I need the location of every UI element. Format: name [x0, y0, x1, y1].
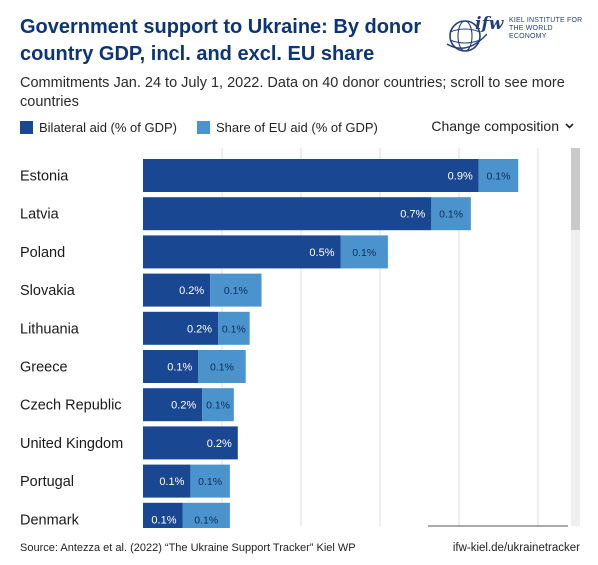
dropdown-label: Change composition: [431, 118, 559, 134]
category-label: Portugal: [20, 474, 74, 490]
globe-icon: [447, 20, 487, 52]
legend-label-bilateral: Bilateral aid (% of GDP): [39, 120, 177, 135]
bar-bilateral: [143, 502, 183, 528]
bar-value-label-eu: 0.1%: [210, 362, 234, 374]
bar-eu: [218, 311, 250, 345]
category-label: Lithuania: [20, 321, 80, 337]
bar-value-label-bilateral: 0.5%: [309, 247, 334, 259]
bar-bilateral: [143, 388, 203, 422]
bar-eu: [478, 159, 519, 192]
bar-value-label-bilateral: 0.2%: [207, 438, 232, 450]
bar-eu: [202, 388, 234, 422]
bar-eu: [210, 273, 262, 307]
bar-value-label-eu: 0.1%: [487, 171, 511, 183]
chart-title: Government support to Ukraine: By donor …: [20, 16, 422, 65]
bar-value-label-bilateral: 0.1%: [151, 514, 176, 526]
bar-bilateral: [143, 197, 432, 231]
legend-item-eu: Share of EU aid (% of GDP): [197, 120, 378, 135]
legend-swatch-eu: [197, 121, 210, 134]
bar-bilateral: [143, 426, 238, 460]
category-label: Slovakia: [20, 283, 76, 299]
legend-label-eu: Share of EU aid (% of GDP): [216, 120, 378, 135]
category-label: Denmark: [20, 512, 80, 528]
bar-eu: [182, 502, 230, 528]
bar-value-label-eu: 0.1%: [439, 209, 463, 221]
bar-value-label-eu: 0.1%: [222, 323, 246, 335]
ifw-logo: ifw KIEL INSTITUTE FOR THE WORLD ECONOMY: [447, 12, 587, 62]
bar-value-label-eu: 0.1%: [206, 400, 230, 412]
bar-bilateral: [143, 159, 479, 192]
change-composition-dropdown[interactable]: Change composition: [431, 118, 574, 134]
bar-bilateral: [143, 273, 211, 307]
logo-subtext: KIEL INSTITUTE FOR THE WORLD ECONOMY: [509, 17, 583, 40]
bar-value-label-eu: 0.1%: [194, 514, 218, 526]
chart-subtitle: Commitments Jan. 24 to July 1, 2022. Dat…: [20, 75, 565, 110]
bar-value-label-bilateral: 0.2%: [179, 285, 204, 297]
bar-bilateral: [143, 464, 191, 498]
bar-value-label-bilateral: 0.1%: [167, 362, 192, 374]
source-url: ifw-kiel.de/ukrainetracker: [452, 542, 580, 554]
bar-eu: [431, 197, 471, 231]
bar-value-label-bilateral: 0.2%: [171, 400, 196, 412]
bar-bilateral: [143, 350, 199, 383]
bar-value-label-eu: 0.1%: [198, 476, 222, 488]
bar-value-label-eu: 0.1%: [224, 285, 248, 297]
category-label: United Kingdom: [20, 436, 123, 452]
legend-swatch-bilateral: [20, 121, 33, 134]
bar-bilateral: [143, 235, 341, 269]
legend-item-bilateral: Bilateral aid (% of GDP): [20, 120, 177, 135]
category-label: Latvia: [20, 207, 60, 223]
category-label: Poland: [20, 245, 65, 261]
bar-value-label-bilateral: 0.7%: [400, 209, 425, 221]
bar-value-label-bilateral: 0.2%: [187, 323, 212, 335]
chart-scrollbar[interactable]: [571, 148, 580, 526]
bar-value-label-bilateral: 0.9%: [448, 171, 473, 183]
bar-value-label-bilateral: 0.1%: [159, 476, 184, 488]
legend: Bilateral aid (% of GDP) Share of EU aid…: [20, 120, 398, 135]
scrollbar-thumb[interactable]: [571, 148, 580, 230]
bar-bilateral: [143, 311, 219, 345]
chevron-down-icon: [565, 121, 574, 132]
bar-eu: [198, 350, 246, 383]
bar-value-label-eu: 0.1%: [352, 247, 376, 259]
category-label: Czech Republic: [20, 398, 122, 414]
category-label: Greece: [20, 360, 68, 376]
bar-eu: [340, 235, 388, 269]
category-label: Estonia: [20, 169, 69, 185]
bar-chart: Estonia 0.9% 0.1% Latvia 0.7% 0.1% Poland 0.5% 0…: [20, 148, 568, 528]
bar-eu: [190, 464, 230, 498]
source-note: Source: Antezza et al. (2022) “The Ukrai…: [20, 542, 356, 554]
logo-wordmark: ifw: [475, 14, 504, 34]
